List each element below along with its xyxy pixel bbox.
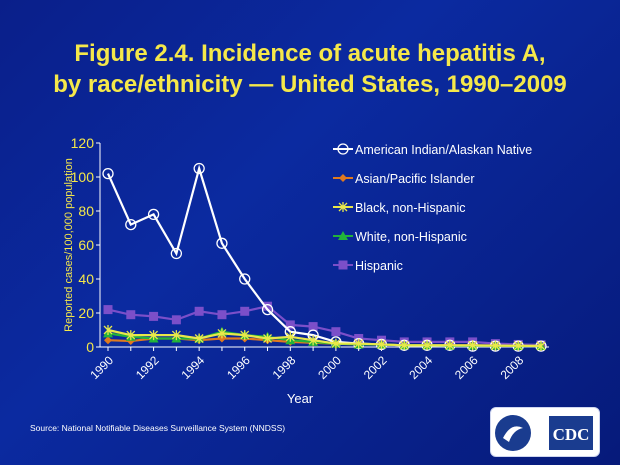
data-point (263, 301, 273, 311)
data-point (399, 340, 409, 351)
data-point (194, 333, 204, 344)
data-point (147, 208, 160, 221)
legend-label: Black, non-Hispanic (355, 201, 465, 215)
data-point (103, 325, 113, 335)
title-line-2: by race/ethnicity — United States, 1990–… (53, 71, 567, 98)
legend-marker (338, 202, 348, 212)
source-note: Source: National Notifiable Diseases Sur… (30, 423, 286, 433)
data-point (193, 162, 205, 175)
data-point (171, 315, 181, 325)
x-tick-label: 1996 (224, 353, 253, 382)
data-point (171, 330, 181, 341)
x-tick-label: 2004 (406, 353, 435, 382)
y-tick-label: 100 (71, 169, 95, 185)
data-point (261, 303, 274, 316)
y-tick-label: 0 (86, 339, 94, 355)
cdc-logo-text: CDC (553, 425, 590, 444)
data-point (422, 340, 432, 351)
data-point (513, 340, 523, 351)
data-point (217, 334, 226, 343)
data-point (490, 340, 500, 351)
chart-title: Figure 2.4. Incidence of acute hepatitis… (0, 38, 620, 100)
x-tick-label: 2000 (315, 353, 344, 382)
data-point (102, 167, 114, 180)
data-point (308, 335, 318, 346)
data-point (285, 320, 295, 330)
title-line-1: Figure 2.4. Incidence of acute hepatitis… (74, 40, 546, 67)
legend-label: American Indian/Alaskan Native (355, 143, 532, 157)
data-point (103, 305, 113, 315)
data-point (217, 310, 227, 320)
data-point (377, 339, 386, 350)
x-axis-label: Year (287, 391, 314, 406)
data-point (126, 330, 136, 341)
data-point (149, 311, 159, 321)
data-point (240, 306, 250, 316)
data-point (149, 330, 159, 341)
data-point (217, 328, 227, 339)
data-point (331, 327, 341, 337)
legend-marker (338, 231, 348, 240)
data-point (240, 330, 250, 341)
data-point (263, 333, 272, 344)
y-tick-label: 20 (78, 305, 94, 321)
legend-marker (338, 260, 348, 270)
y-tick-label: 60 (78, 237, 94, 253)
x-tick-label: 1990 (87, 353, 116, 382)
hhs-cdc-logo: CDC (490, 407, 600, 457)
x-tick-label: 2006 (452, 353, 481, 382)
data-point (239, 273, 251, 285)
x-tick-label: 2008 (498, 353, 527, 382)
x-tick-label: 1992 (133, 353, 162, 382)
y-tick-label: 120 (71, 135, 95, 151)
x-tick-label: 1998 (270, 353, 299, 382)
data-point (194, 306, 204, 316)
data-point (354, 338, 364, 349)
data-point (445, 340, 455, 351)
y-tick-label: 40 (78, 271, 94, 287)
data-point (104, 336, 112, 345)
legend-label: White, non-Hispanic (355, 230, 467, 244)
data-point (170, 247, 183, 260)
data-point (468, 340, 478, 351)
legend-marker (339, 174, 347, 182)
data-point (331, 338, 341, 349)
x-tick-label: 1994 (178, 353, 207, 382)
data-point (125, 218, 137, 231)
legend-label: Asian/Pacific Islander (355, 172, 475, 186)
data-point (308, 322, 318, 332)
y-tick-label: 80 (78, 203, 94, 219)
data-point (536, 340, 546, 351)
data-point (216, 237, 228, 249)
legend-marker (337, 143, 349, 155)
legend-label: Hispanic (355, 259, 403, 273)
data-point (126, 310, 136, 320)
x-tick-label: 2002 (361, 353, 390, 382)
data-point (285, 331, 295, 342)
series-line (107, 328, 542, 348)
y-axis-label: Reported cases/100,000 population (63, 158, 75, 332)
